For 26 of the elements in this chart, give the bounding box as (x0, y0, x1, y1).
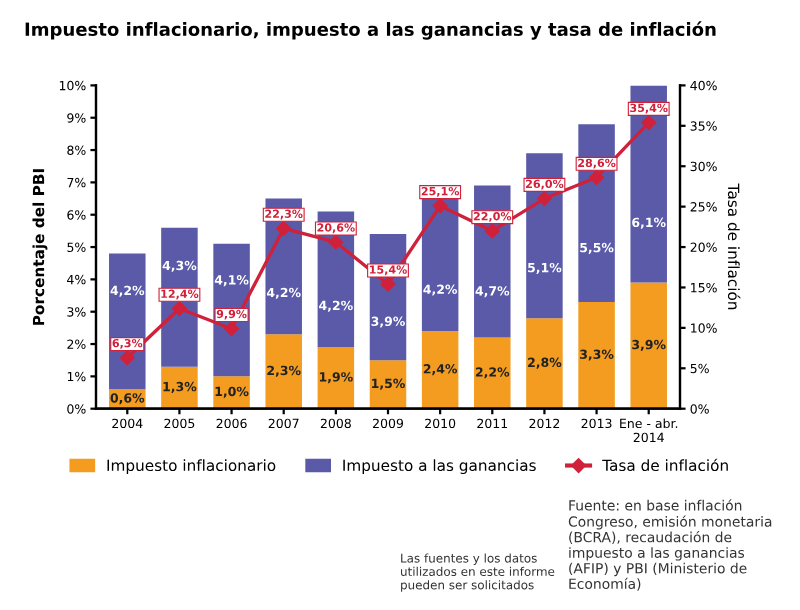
point (537, 191, 552, 206)
bar (317, 347, 355, 409)
point (172, 301, 187, 316)
bar (421, 195, 459, 332)
bar (526, 318, 563, 409)
bar (578, 302, 615, 409)
bar (526, 153, 563, 319)
bar (474, 337, 511, 409)
bar (161, 366, 198, 409)
bar (213, 376, 250, 409)
point (589, 170, 604, 185)
bar (630, 282, 667, 409)
point (485, 223, 500, 239)
point (120, 350, 135, 366)
point (328, 234, 344, 250)
bar (369, 360, 407, 409)
bar (421, 331, 459, 409)
point (224, 321, 239, 336)
point (432, 198, 448, 214)
point (380, 276, 396, 292)
point (276, 221, 291, 236)
chart-title: Impuesto inflacionario, impuesto a las ganancias y tasa de inflación (25, 21, 716, 40)
point (641, 115, 656, 130)
bar (265, 334, 302, 409)
bar (630, 85, 667, 283)
bar (109, 253, 146, 390)
